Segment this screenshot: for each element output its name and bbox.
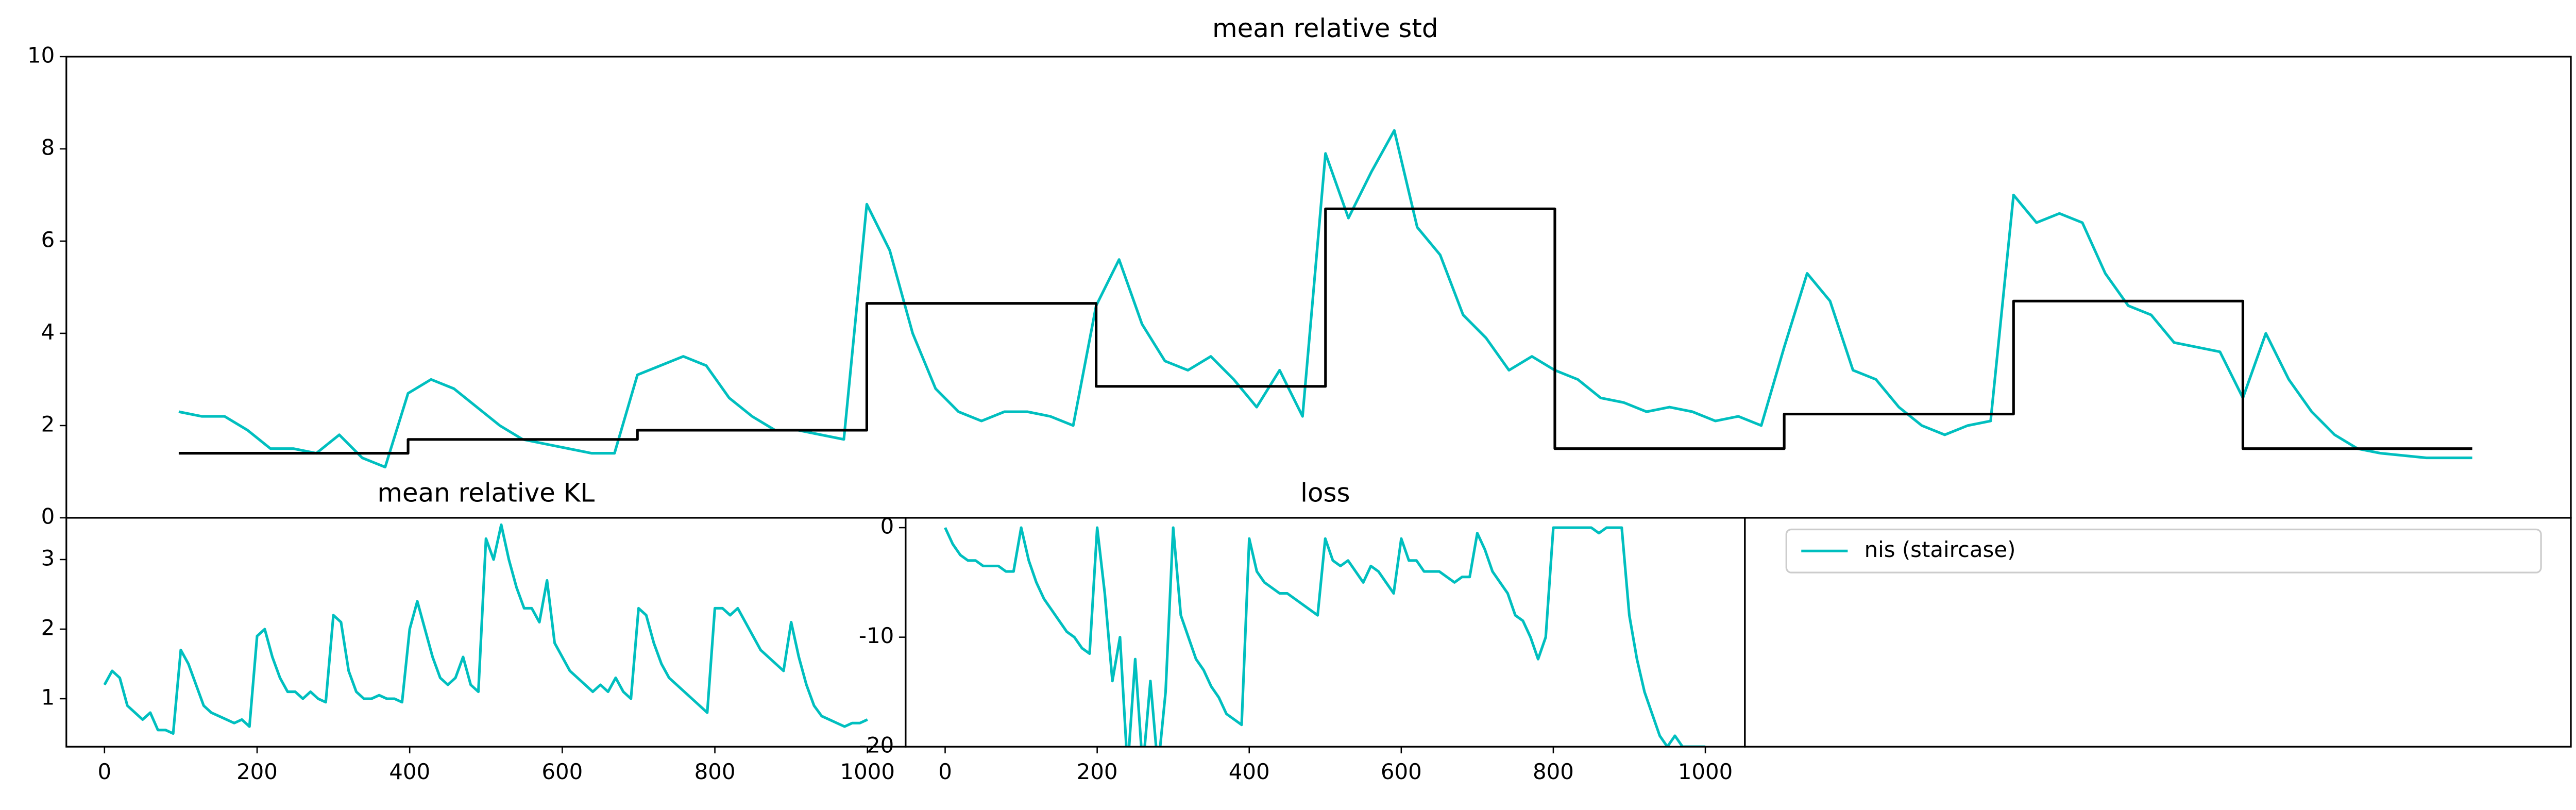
chart-title: mean relative std bbox=[1212, 13, 1438, 43]
y-tick-label: 2 bbox=[41, 411, 55, 436]
data-line bbox=[944, 526, 1706, 747]
chart-title: loss bbox=[1300, 478, 1350, 508]
x-tick-label: 1000 bbox=[840, 759, 894, 784]
legend: nis (staircase) bbox=[1785, 528, 2542, 573]
x-tick-label: 800 bbox=[1533, 759, 1574, 784]
y-tick-label: 8 bbox=[41, 134, 55, 160]
y-tick-label: -10 bbox=[859, 623, 894, 648]
y-tick-label: 1 bbox=[41, 685, 55, 710]
x-tick-label: 400 bbox=[389, 759, 430, 784]
y-tick-label: 0 bbox=[41, 503, 55, 529]
x-tick-label: 200 bbox=[1077, 759, 1118, 784]
x-tick-label: 400 bbox=[1229, 759, 1270, 784]
y-tick-label: 6 bbox=[41, 227, 55, 252]
x-tick-label: 600 bbox=[541, 759, 583, 784]
x-tick-label: 0 bbox=[98, 759, 112, 784]
legend-label: nis (staircase) bbox=[1865, 537, 2016, 562]
y-tick-label: 2 bbox=[41, 615, 55, 640]
chart-title: mean relative KL bbox=[377, 478, 595, 508]
x-tick-label: 800 bbox=[694, 759, 736, 784]
y-tick-label: -20 bbox=[859, 733, 894, 758]
plot-area bbox=[103, 523, 868, 735]
x-tick-label: 600 bbox=[1381, 759, 1422, 784]
plot-area bbox=[178, 129, 2472, 469]
data-line bbox=[178, 207, 2472, 455]
plot-area bbox=[944, 526, 1706, 747]
x-tick-label: 200 bbox=[236, 759, 278, 784]
y-tick-label: 3 bbox=[41, 545, 55, 570]
axes-frame bbox=[905, 517, 1746, 748]
y-tick-label: 10 bbox=[27, 42, 55, 68]
x-tick-label: 0 bbox=[938, 759, 952, 784]
data-line bbox=[178, 129, 2472, 469]
x-tick-label: 1000 bbox=[1678, 759, 1733, 784]
legend-box bbox=[1785, 528, 2542, 573]
y-tick-label: 4 bbox=[41, 319, 55, 344]
y-tick-label: 0 bbox=[880, 514, 894, 539]
data-line bbox=[103, 523, 868, 735]
